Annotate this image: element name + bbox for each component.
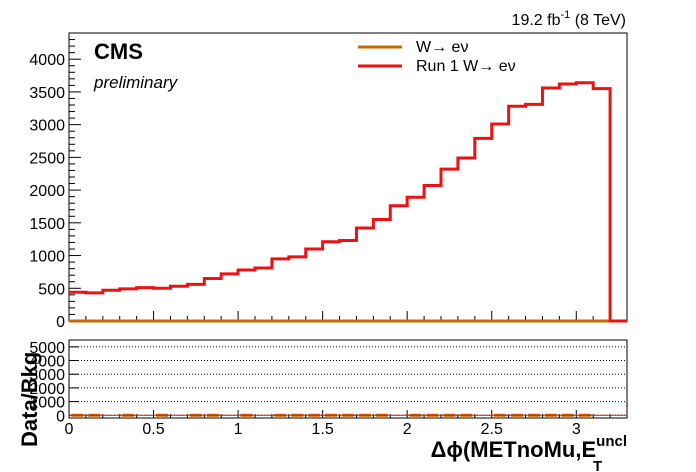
ratio-x-axis: 0 0.5 1 1.5 2 2.5 3	[65, 410, 611, 438]
ratio-plot-frame	[68, 339, 628, 419]
ratio-x-tick-label: 0.5	[142, 421, 164, 438]
main-y-tick-label: 2000	[29, 183, 65, 200]
ratio-x-tick-label: 2.5	[481, 421, 503, 438]
legend-label-w-enu: W→ eν	[416, 39, 468, 56]
histogram-run-1-w-e	[69, 81, 627, 323]
x-axis-label: Δϕ(METnoMu,Euncl T	[431, 433, 627, 472]
ratio-grid	[69, 346, 627, 416]
ratio-y-tick-label: 0	[56, 408, 65, 425]
ratio-y-tick-label: 4000	[29, 354, 65, 371]
main-y-tick-label: 2500	[29, 150, 65, 167]
x-axis-label-sup: uncl	[596, 433, 627, 450]
main-histograms	[69, 81, 627, 323]
main-y-tick-label: 500	[38, 281, 65, 298]
ratio-x-tick-label: 0	[65, 421, 74, 438]
main-y-tick-label: 1000	[29, 249, 65, 266]
main-y-tick-label: 1500	[29, 216, 65, 233]
ratio-x-tick-label: 1.5	[312, 421, 334, 438]
ratio-x-tick-label: 3	[572, 421, 581, 438]
legend: W→ eν Run 1 W→ eν	[358, 39, 516, 75]
ratio-y-tick-label: 5000	[29, 340, 65, 357]
preliminary-label: preliminary	[93, 73, 179, 92]
main-y-tick-label: 3000	[29, 118, 65, 135]
ratio-x-tick-label: 2	[403, 421, 412, 438]
x-axis-label-main: Δϕ(METnoMu,E	[431, 437, 597, 462]
main-y-tick-label: 0	[56, 314, 65, 331]
ratio-y-label: Data/Bkg	[17, 352, 42, 447]
lumi-unit-sup: -1	[560, 9, 570, 21]
x-axis-label-sub: T	[593, 458, 602, 472]
ratio-y-tick-label: 2000	[29, 381, 65, 398]
cms-label: CMS	[94, 39, 143, 64]
main-y-tick-label: 4000	[29, 52, 65, 69]
ratio-y-tick-label: 1000	[29, 395, 65, 412]
ratio-x-tick-label: 1	[234, 421, 243, 438]
lumi-label: 19.2 fb-1 (8 TeV)	[512, 9, 626, 29]
lumi-value: 19.2 fb	[512, 12, 561, 29]
lumi-energy: (8 TeV)	[570, 12, 626, 29]
main-y-axis: 0 500 1000 1500 2000 2500 3000 3500 4000	[29, 32, 81, 331]
main-y-tick-label: 3500	[29, 85, 65, 102]
legend-label-run1-w-enu: Run 1 W→ eν	[416, 58, 516, 75]
ratio-y-tick-label: 3000	[29, 367, 65, 384]
